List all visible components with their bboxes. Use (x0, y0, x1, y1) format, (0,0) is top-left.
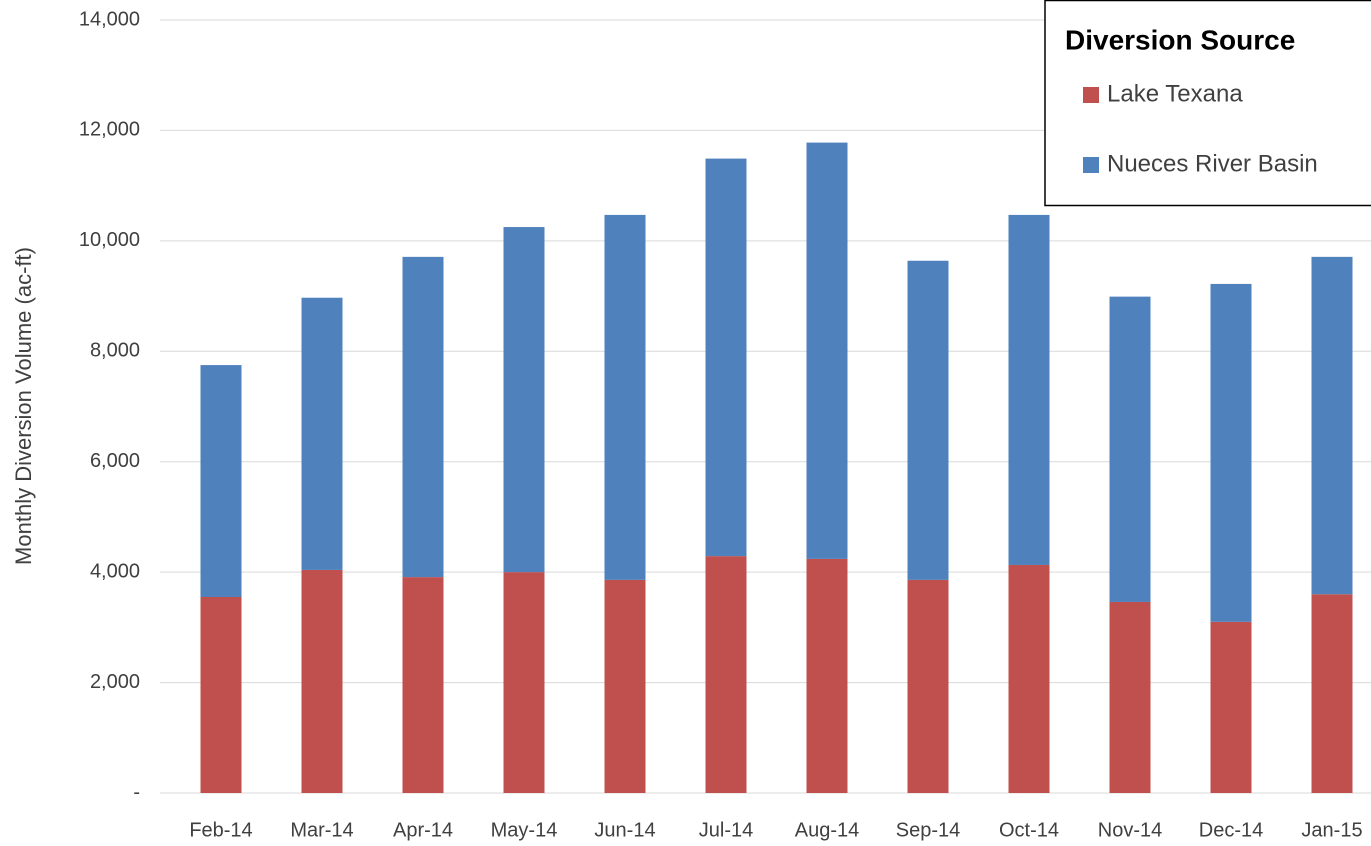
y-tick-label: 14,000 (79, 8, 140, 30)
bar-segment (301, 297, 343, 570)
legend-swatch (1083, 157, 1099, 173)
bar-segment (1008, 214, 1050, 565)
bar-segment (806, 558, 848, 793)
y-tick-label: 4,000 (90, 560, 140, 582)
bar-segment (1210, 621, 1252, 793)
bar-segment (604, 579, 646, 793)
bar-segment (1311, 594, 1353, 793)
bar-segment (200, 365, 242, 597)
x-tick-label: Jun-14 (594, 819, 655, 841)
x-tick-label: Oct-14 (999, 819, 1059, 841)
legend-label: Nueces River Basin (1107, 150, 1318, 177)
bar-segment (503, 227, 545, 573)
y-tick-label: 12,000 (79, 119, 140, 141)
bar-segment (1008, 564, 1050, 793)
x-tick-label: Jan-15 (1301, 819, 1362, 841)
bar-segment (200, 596, 242, 793)
bar-segment (1109, 601, 1151, 793)
x-tick-label: Aug-14 (795, 819, 860, 841)
x-tick-label: May-14 (491, 819, 558, 841)
legend-swatch (1083, 87, 1099, 103)
bar-segment (503, 572, 545, 793)
bar-segment (402, 256, 444, 578)
bar-segment (705, 556, 747, 793)
x-tick-label: Dec-14 (1199, 819, 1263, 841)
bar-segment (1210, 283, 1252, 622)
x-tick-label: Mar-14 (290, 819, 353, 841)
bar-segment (907, 579, 949, 793)
legend-title: Diversion Source (1065, 24, 1295, 55)
y-tick-label: 6,000 (90, 450, 140, 472)
y-tick-label: 10,000 (79, 229, 140, 251)
legend-label: Lake Texana (1107, 80, 1243, 107)
y-tick-label: - (133, 781, 140, 803)
y-tick-label: 8,000 (90, 340, 140, 362)
legend-box (1044, 0, 1371, 207)
x-tick-label: Apr-14 (393, 819, 453, 841)
bar-segment (1109, 296, 1151, 602)
bar-segment (705, 158, 747, 557)
bar-segment (301, 569, 343, 793)
bar-segment (907, 260, 949, 580)
bar-segment (402, 577, 444, 793)
y-axis-title: Monthly Diversion Volume (ac-ft) (11, 247, 36, 565)
bar-segment (806, 142, 848, 559)
x-tick-label: Nov-14 (1098, 819, 1162, 841)
x-tick-label: Feb-14 (189, 819, 252, 841)
bar-segment (604, 214, 646, 580)
y-tick-label: 2,000 (90, 671, 140, 693)
x-tick-label: Sep-14 (896, 819, 961, 841)
bar-segment (1311, 256, 1353, 595)
x-tick-label: Jul-14 (699, 819, 753, 841)
